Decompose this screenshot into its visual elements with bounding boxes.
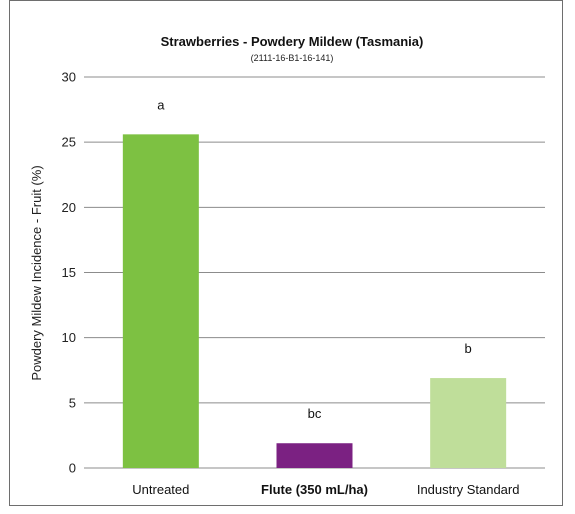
bars bbox=[122, 134, 507, 468]
y-tick-label: 30 bbox=[62, 70, 76, 85]
significance-letter: bc bbox=[308, 406, 322, 421]
chart-title: Strawberries - Powdery Mildew (Tasmania) bbox=[161, 34, 424, 49]
y-axis-ticks: 0 5 10 15 20 25 30 bbox=[62, 70, 76, 476]
significance-letter: a bbox=[157, 97, 165, 112]
y-tick-label: 0 bbox=[69, 461, 76, 476]
y-axis-label: Powdery Mildew Incidence - Fruit (%) bbox=[29, 165, 44, 380]
bar-1 bbox=[122, 134, 199, 468]
x-category-label: Flute (350 mL/ha) bbox=[261, 482, 368, 497]
y-tick-label: 10 bbox=[62, 330, 76, 345]
y-tick-label: 20 bbox=[62, 200, 76, 215]
y-tick-label: 25 bbox=[62, 135, 76, 150]
bar-3 bbox=[430, 378, 507, 468]
x-axis-labels: Untreated Flute (350 mL/ha) Industry Stand… bbox=[132, 482, 519, 497]
y-tick-label: 15 bbox=[62, 265, 76, 280]
x-category-label: Untreated bbox=[132, 482, 189, 497]
significance-letter: b bbox=[465, 341, 472, 356]
y-tick-label: 5 bbox=[69, 395, 76, 410]
bar-2 bbox=[276, 443, 353, 468]
x-category-label: Industry Standard bbox=[417, 482, 520, 497]
chart-subtitle: (2111-16-B1-16-141) bbox=[251, 53, 334, 63]
significance-labels: a bc b bbox=[157, 97, 472, 421]
